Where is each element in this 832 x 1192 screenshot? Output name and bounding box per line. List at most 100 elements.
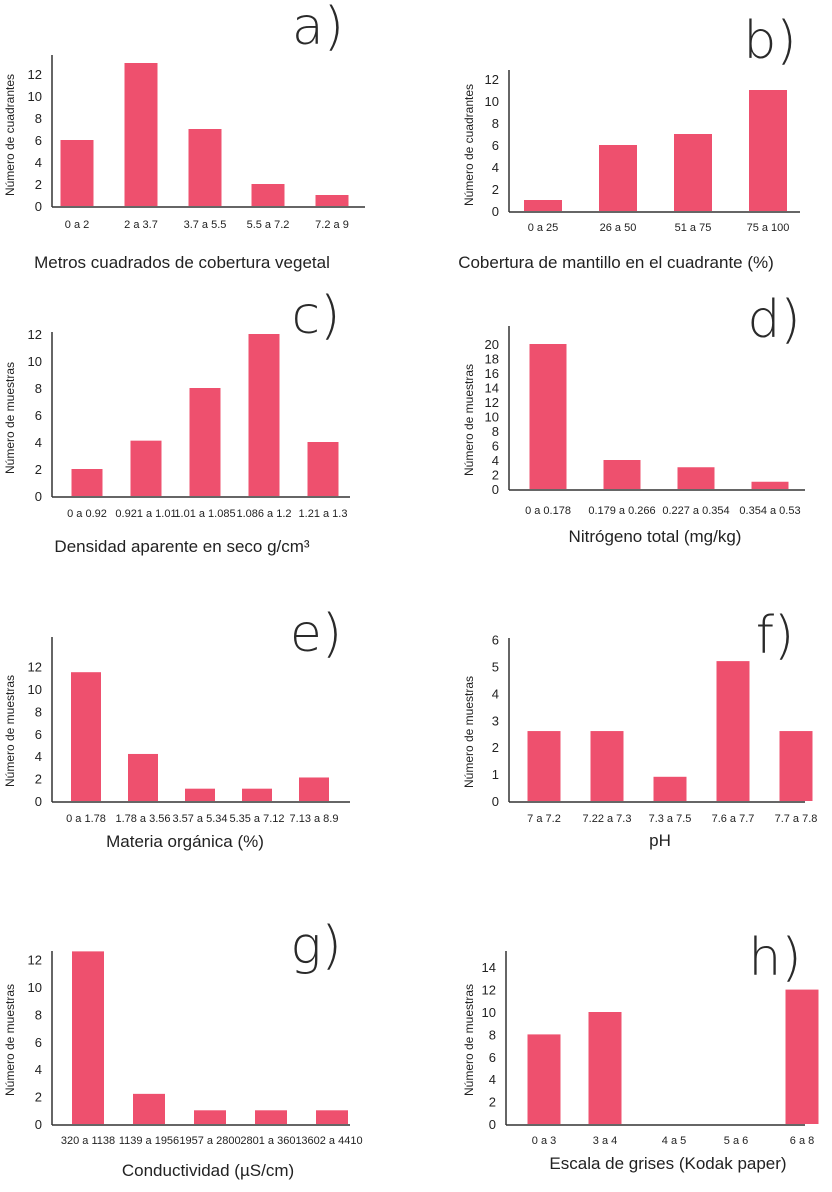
y-tick-label: 5 — [492, 660, 499, 675]
x-tick-label: 7.13 a 8.9 — [290, 813, 339, 825]
x-tick-label: 1.21 a 1.3 — [299, 508, 348, 520]
bar — [242, 788, 272, 801]
x-tick-label: 51 a 75 — [675, 222, 712, 234]
bar — [189, 388, 221, 496]
y-tick-label: 0 — [492, 794, 499, 809]
bar — [299, 777, 329, 801]
y-tick-label: 8 — [35, 111, 42, 126]
bar — [653, 776, 687, 801]
x-tick-label: 2 a 3.7 — [124, 219, 158, 231]
panel-letter: e) — [290, 604, 342, 664]
x-tick-label: 7.6 a 7.7 — [712, 813, 755, 825]
y-tick-label: 6 — [492, 138, 499, 153]
y-tick-label: 4 — [35, 1062, 42, 1077]
x-tick-label: 0 a 2 — [65, 219, 89, 231]
panel-letter: b) — [743, 11, 796, 71]
y-tick-label: 8 — [35, 704, 42, 719]
bar — [716, 661, 750, 801]
x-axis-label: Metros cuadrados de cobertura vegetal — [34, 253, 330, 272]
x-tick-label: 7.2 a 9 — [315, 219, 349, 231]
bar — [751, 481, 789, 489]
x-tick-label: 7 a 7.2 — [527, 813, 561, 825]
y-tick-label: 8 — [492, 116, 499, 131]
y-tick-label: 6 — [492, 633, 499, 648]
y-tick-label: 2 — [492, 740, 499, 755]
y-tick-label: 3 — [492, 713, 499, 728]
y-tick-label: 1 — [492, 767, 499, 782]
y-tick-label: 8 — [35, 381, 42, 396]
bar — [71, 469, 103, 496]
x-tick-label: 3602 a 4410 — [301, 1135, 362, 1147]
y-axis-label: Número de muestras — [462, 676, 476, 788]
bar — [527, 731, 561, 801]
y-tick-label: 4 — [489, 1072, 496, 1087]
chart-panel-b: b) 0 2 4 6 8 10 12 0 a 25 26 a 50 51 a 75 75 a 100 N… — [458, 11, 800, 272]
x-tick-label: 0 a 0.92 — [67, 508, 107, 520]
y-tick-label: 10 — [28, 682, 42, 697]
bar — [603, 460, 641, 489]
y-tick-label: 2 — [35, 1090, 42, 1105]
bar — [71, 672, 101, 801]
y-tick-label: 8 — [489, 1027, 496, 1042]
bar — [188, 129, 222, 206]
x-axis-label: Cobertura de mantillo en el cuadrante (%… — [458, 253, 774, 272]
y-tick-label: 14 — [482, 960, 496, 975]
x-tick-label: 2801 a 3601 — [240, 1135, 301, 1147]
y-tick-label: 6 — [35, 727, 42, 742]
x-tick-label: 3.57 a 5.34 — [172, 813, 227, 825]
y-tick-label: 4 — [492, 686, 499, 701]
bar — [124, 63, 158, 206]
x-tick-label: 0 a 0.178 — [525, 505, 571, 517]
x-tick-label: 1957 a 2800 — [179, 1135, 240, 1147]
y-tick-label: 2 — [489, 1095, 496, 1110]
y-tick-label: 0 — [492, 482, 499, 497]
y-tick-label: 12 — [485, 395, 499, 410]
x-tick-label: 0 a 3 — [532, 1135, 556, 1147]
chart-panel-h: h) 0 2 4 6 8 10 12 14 0 a 3 3 a 4 4 a 5 5 a 6 6 a 8 Nú… — [462, 928, 819, 1173]
chart-panel-a: a) 0 2 4 6 8 10 12 0 a 2 2 a 3.7 3.7 a 5.5 5.5 a 7.… — [3, 0, 365, 272]
y-tick-label: 10 — [28, 354, 42, 369]
y-tick-label: 8 — [35, 1007, 42, 1022]
bar — [255, 1110, 287, 1124]
bar — [194, 1110, 226, 1124]
y-tick-label: 4 — [35, 749, 42, 764]
bar — [599, 145, 637, 211]
y-axis-label: Número de cuadrantes — [3, 74, 17, 196]
y-tick-label: 6 — [35, 1035, 42, 1050]
bar — [588, 1012, 622, 1124]
x-tick-label: 5 a 6 — [724, 1135, 748, 1147]
y-tick-label: 18 — [485, 352, 499, 367]
y-tick-label: 4 — [492, 160, 499, 175]
y-axis-label: Número de muestras — [462, 364, 476, 476]
x-tick-label: 4 a 5 — [662, 1135, 686, 1147]
y-tick-label: 4 — [35, 155, 42, 170]
x-tick-label: 7.3 a 7.5 — [649, 813, 692, 825]
x-axis-label: pH — [649, 831, 671, 850]
x-axis-label: Conductividad (µS/cm) — [122, 1161, 294, 1180]
bar — [779, 731, 813, 801]
y-tick-label: 2 — [492, 182, 499, 197]
y-tick-label: 10 — [28, 980, 42, 995]
x-tick-label: 1.01 a 1.085 — [174, 508, 235, 520]
bar — [674, 134, 712, 211]
panel-letter: c) — [292, 286, 341, 346]
bar — [133, 1093, 165, 1124]
chart-panel-c: c) 0 2 4 6 8 10 12 0 a 0.92 0.921 a 1.011.01 a 1.… — [3, 286, 350, 556]
y-tick-label: 12 — [28, 67, 42, 82]
x-tick-label: 1.086 a 1.2 — [236, 508, 291, 520]
x-tick-label: 5.35 a 7.12 — [229, 813, 284, 825]
bar — [128, 753, 158, 801]
y-tick-label: 12 — [28, 660, 42, 675]
panel-letter: g) — [290, 916, 342, 976]
y-tick-label: 6 — [489, 1050, 496, 1065]
x-tick-label: 5.5 a 7.2 — [247, 219, 290, 231]
chart-panel-f: f) 0 1 2 3 4 5 6 7 a 7.2 7.22 a 7.3 7.3 a 7.5 7.6 a… — [462, 606, 817, 850]
y-tick-label: 0 — [489, 1117, 496, 1132]
x-tick-label: 0.227 a 0.354 — [662, 505, 729, 517]
bar — [130, 440, 162, 496]
x-tick-label: 0.179 a 0.266 — [588, 505, 655, 517]
bar — [316, 1110, 348, 1124]
bar — [749, 90, 787, 211]
